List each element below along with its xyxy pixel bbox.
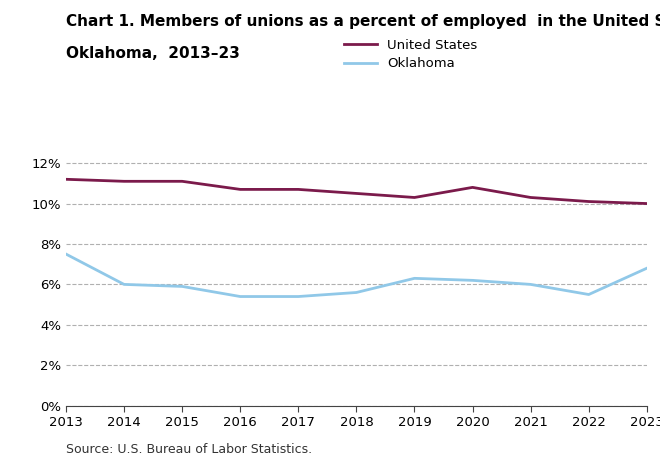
United States [62,177,70,182]
Legend: United States, Oklahoma: United States, Oklahoma [344,39,478,71]
United States [411,195,418,200]
United States [120,178,128,184]
Oklahoma [643,266,651,271]
United States [527,195,535,200]
Oklahoma [585,292,593,297]
United States [469,184,477,190]
United States [352,191,360,196]
Oklahoma [527,282,535,287]
Line: United States: United States [66,179,647,204]
United States [643,201,651,207]
United States [585,199,593,204]
Text: Oklahoma,  2013–23: Oklahoma, 2013–23 [66,46,240,61]
Oklahoma [236,294,244,299]
Line: Oklahoma: Oklahoma [66,254,647,296]
Text: Source: U.S. Bureau of Labor Statistics.: Source: U.S. Bureau of Labor Statistics. [66,443,312,456]
Oklahoma [352,290,360,295]
Oklahoma [120,282,128,287]
Oklahoma [411,276,418,281]
Oklahoma [469,278,477,283]
United States [294,187,302,192]
United States [236,187,244,192]
Oklahoma [294,294,302,299]
Text: Chart 1. Members of unions as a percent of employed  in the United States and: Chart 1. Members of unions as a percent … [66,14,660,29]
United States [178,178,186,184]
Oklahoma [178,284,186,289]
Oklahoma [62,251,70,257]
